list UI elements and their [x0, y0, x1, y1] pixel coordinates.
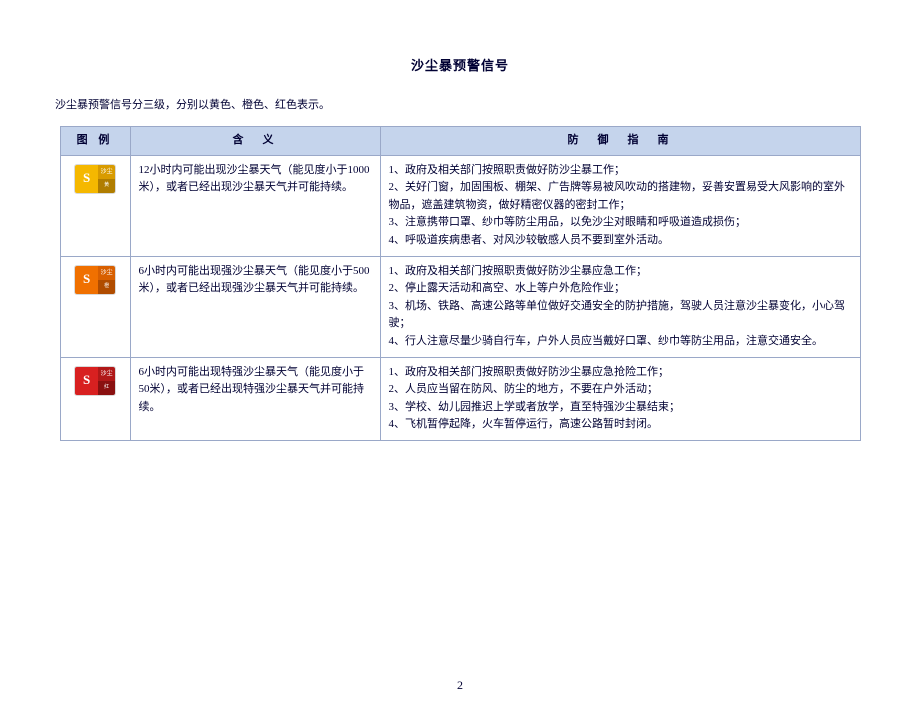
meaning-cell: 12小时内可能出现沙尘暴天气（能见度小于1000米），或者已经出现沙尘暴天气并可…	[130, 155, 380, 256]
warning-table: 图 例 含 义 防 御 指 南 S沙尘黄 12小时内可能出现沙尘暴天气（能见度小于…	[60, 126, 861, 441]
guide-cell: 1、政府及相关部门按照职责做好防沙尘暴应急抢险工作；2、人员应当留在防风、防尘的…	[380, 357, 860, 440]
guide-item: 2、人员应当留在防风、防尘的地方，不要在户外活动；	[389, 381, 852, 399]
meaning-cell: 6小时内可能出现强沙尘暴天气（能见度小于500米），或者已经出现强沙尘暴天气并可…	[130, 256, 380, 357]
guide-item: 1、政府及相关部门按照职责做好防沙尘暴应急抢险工作；	[389, 364, 852, 382]
guide-item: 3、机场、铁路、高速公路等单位做好交通安全的防护措施，驾驶人员注意沙尘暴变化，小…	[389, 298, 852, 333]
header-meaning: 含 义	[130, 127, 380, 156]
sandstorm-yellow-icon: S沙尘黄	[74, 164, 116, 194]
guide-item: 4、飞机暂停起降，火车暂停运行，高速公路暂时封闭。	[389, 416, 852, 434]
guide-cell: 1、政府及相关部门按照职责做好防沙尘暴工作；2、关好门窗，加固围板、棚架、广告牌…	[380, 155, 860, 256]
table-row: S沙尘橙 6小时内可能出现强沙尘暴天气（能见度小于500米），或者已经出现强沙尘暴…	[60, 256, 860, 357]
page-title: 沙尘暴预警信号	[55, 55, 865, 74]
icon-cell: S沙尘橙	[60, 256, 130, 357]
intro-text: 沙尘暴预警信号分三级，分别以黄色、橙色、红色表示。	[55, 96, 865, 112]
guide-item: 2、关好门窗，加固围板、棚架、广告牌等易被风吹动的搭建物，妥善安置易受大风影响的…	[389, 179, 852, 214]
header-icon: 图 例	[60, 127, 130, 156]
guide-item: 4、行人注意尽量少骑自行车，户外人员应当戴好口罩、纱巾等防尘用品，注意交通安全。	[389, 333, 852, 351]
guide-item: 1、政府及相关部门按照职责做好防沙尘暴工作；	[389, 162, 852, 180]
guide-item: 1、政府及相关部门按照职责做好防沙尘暴应急工作；	[389, 263, 852, 281]
table-row: S沙尘红 6小时内可能出现特强沙尘暴天气（能见度小于50米），或者已经出现特强沙尘…	[60, 357, 860, 440]
guide-item: 3、注意携带口罩、纱巾等防尘用品，以免沙尘对眼睛和呼吸道造成损伤；	[389, 214, 852, 232]
guide-item: 4、呼吸道疾病患者、对风沙较敏感人员不要到室外活动。	[389, 232, 852, 250]
page-number: 2	[0, 678, 920, 693]
header-guide: 防 御 指 南	[380, 127, 860, 156]
icon-cell: S沙尘红	[60, 357, 130, 440]
sandstorm-red-icon: S沙尘红	[74, 366, 116, 396]
table-row: S沙尘黄 12小时内可能出现沙尘暴天气（能见度小于1000米），或者已经出现沙尘暴…	[60, 155, 860, 256]
guide-cell: 1、政府及相关部门按照职责做好防沙尘暴应急工作；2、停止露天活动和高空、水上等户…	[380, 256, 860, 357]
meaning-cell: 6小时内可能出现特强沙尘暴天气（能见度小于50米），或者已经出现特强沙尘暴天气并…	[130, 357, 380, 440]
guide-item: 3、学校、幼儿园推迟上学或者放学，直至特强沙尘暴结束；	[389, 399, 852, 417]
guide-item: 2、停止露天活动和高空、水上等户外危险作业；	[389, 280, 852, 298]
icon-cell: S沙尘黄	[60, 155, 130, 256]
sandstorm-orange-icon: S沙尘橙	[74, 265, 116, 295]
